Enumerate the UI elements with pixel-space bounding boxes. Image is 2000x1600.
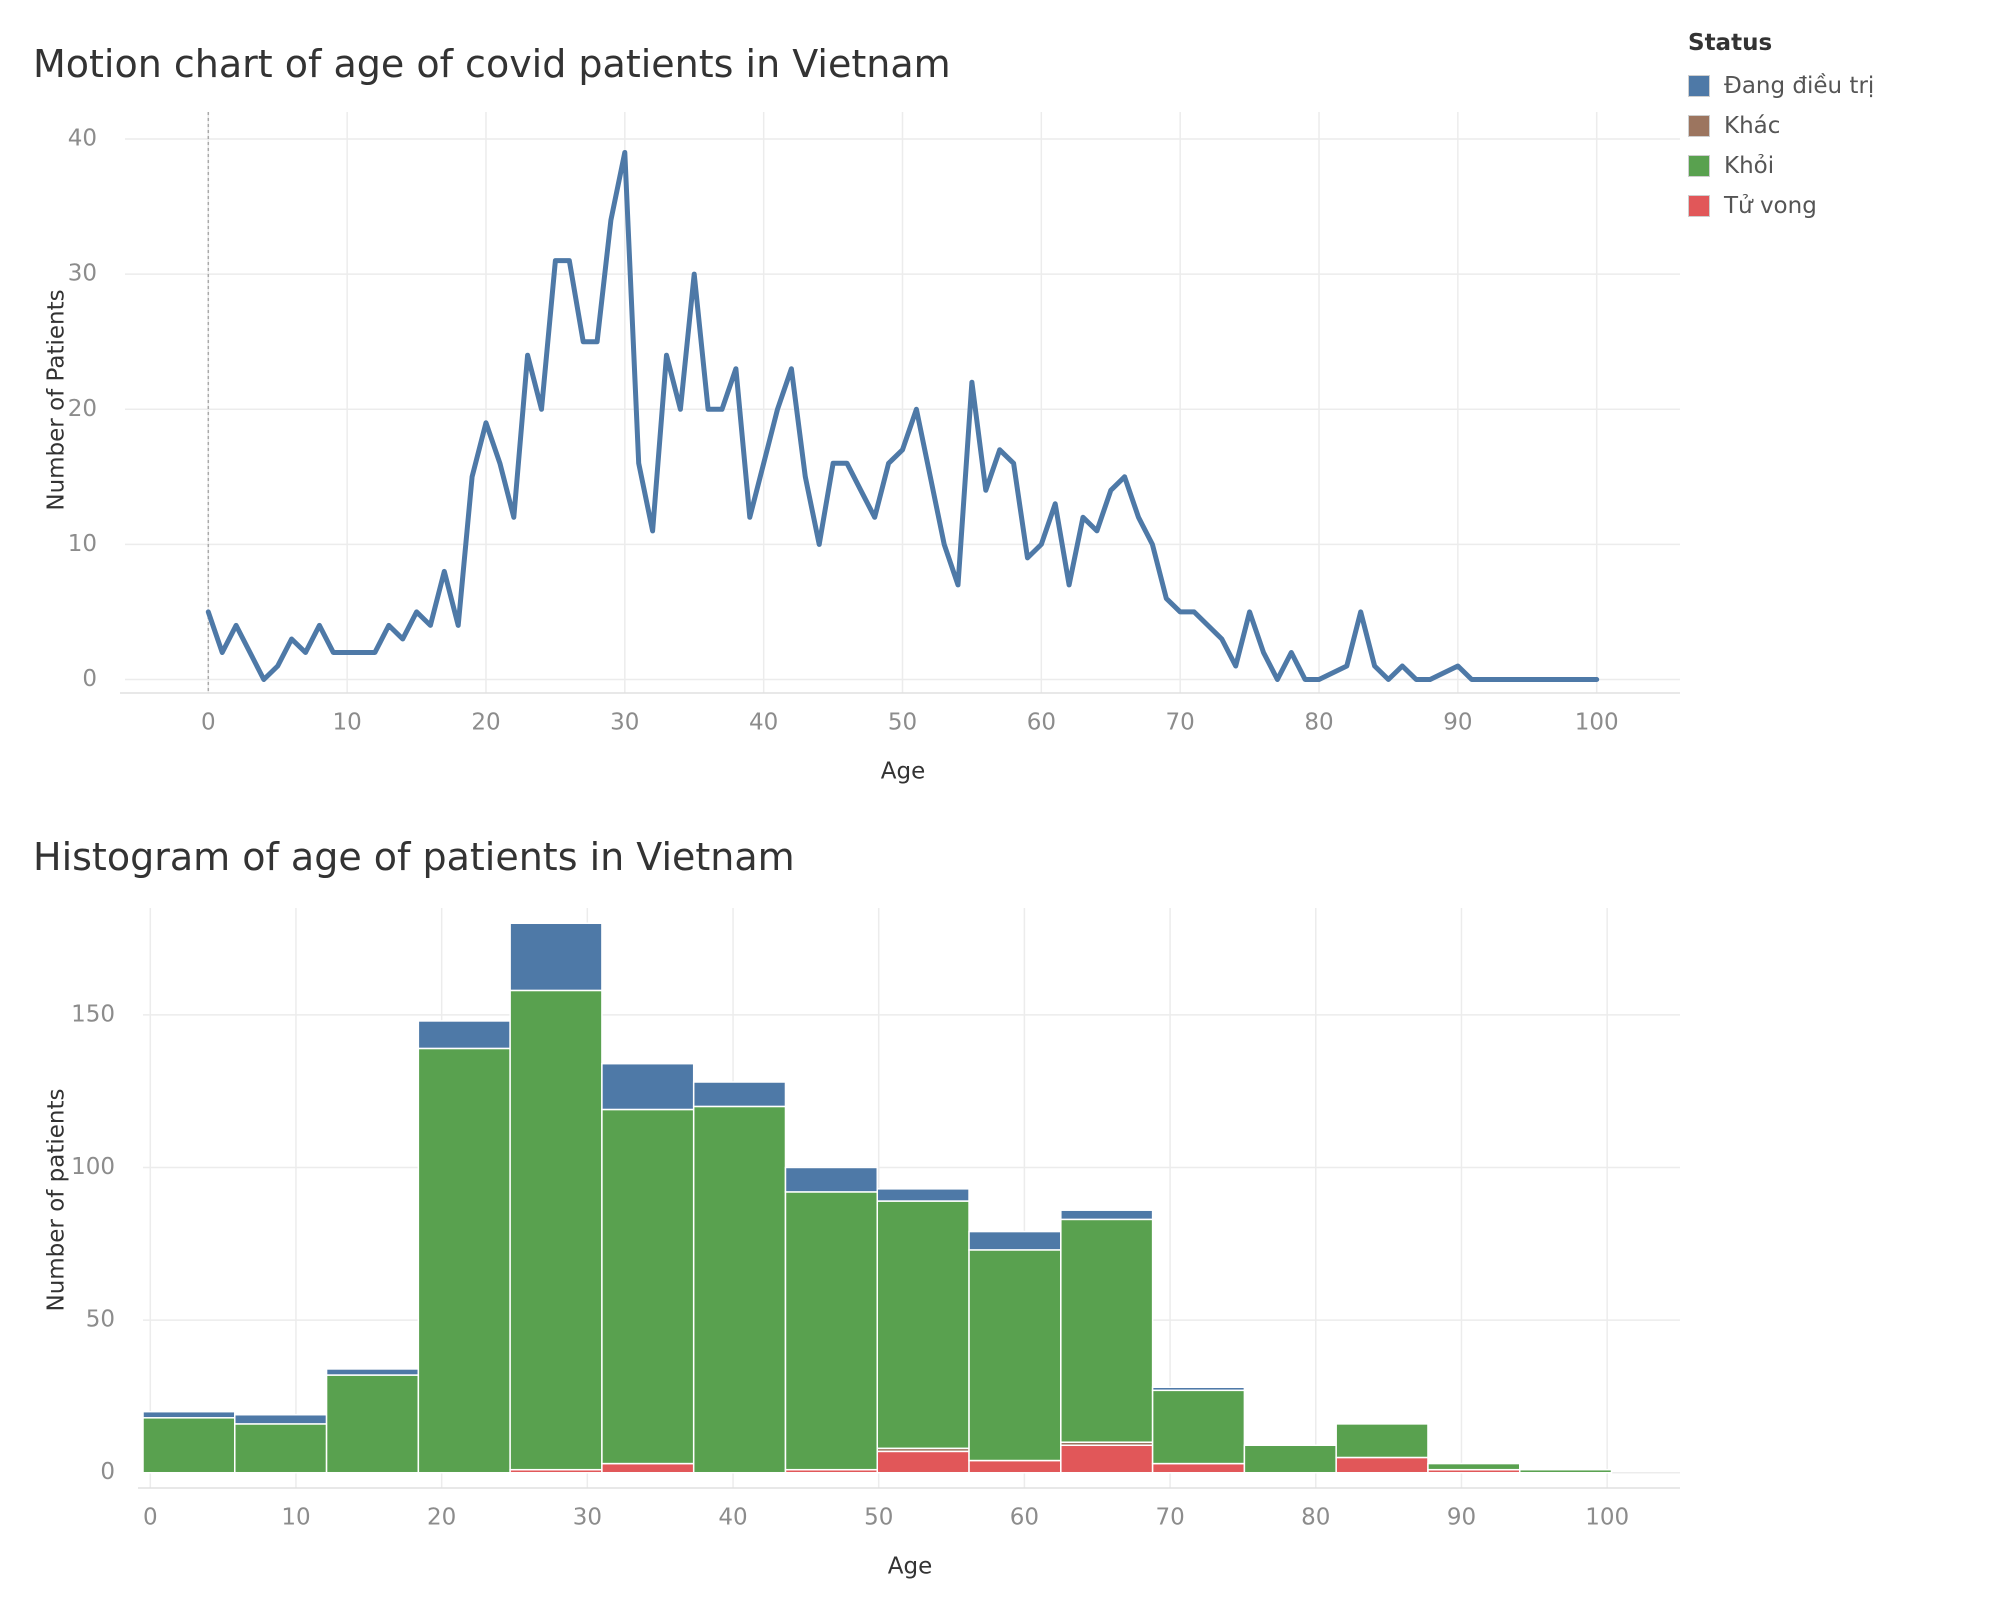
histogram-bar-segment	[325, 1374, 420, 1474]
legend-label-khoi: Khỏi	[1724, 153, 1775, 179]
histogram-bar-segment	[234, 1413, 328, 1425]
histogram-bar-segment	[601, 1108, 695, 1465]
line-chart: 0 10 20 30 40 50 60 70 80 90 100 0 10 20 30 40 Age Number…	[44, 112, 1680, 785]
histogram-bar-segment	[784, 1191, 879, 1471]
histogram-bar-segment	[417, 1047, 511, 1474]
histogram-x-tick-label: 90	[1447, 1505, 1476, 1531]
line-series-patients	[205, 150, 1600, 682]
histogram-chart: 0 10 20 30 40 50 60 70 80 90 100 0 50 100 150 Age Number…	[44, 908, 1680, 1580]
histogram-bar-segment	[784, 1166, 879, 1193]
legend-item-tu-vong[interactable]: Tử vong	[1688, 186, 1874, 226]
histogram-x-tick-label: 50	[864, 1505, 893, 1531]
line-chart-x-tick-label: 60	[1027, 710, 1056, 736]
histogram-bar-segment	[1151, 1386, 1246, 1392]
legend-swatch-khac	[1688, 115, 1710, 137]
histogram-bar-segment	[509, 922, 603, 992]
legend-label-khac: Khác	[1724, 113, 1781, 139]
histogram-bar-segment	[1060, 1444, 1154, 1474]
line-chart-x-axis-label: Age	[881, 759, 925, 785]
histogram-x-tick-label: 40	[718, 1505, 747, 1531]
legend-item-khoi[interactable]: Khỏi	[1688, 146, 1874, 186]
legend-item-dang-dieu-tri[interactable]: Đang điều trị	[1688, 66, 1874, 106]
histogram-bar-segment	[876, 1188, 970, 1202]
histogram-bar-segment	[1243, 1444, 1337, 1474]
histogram-bar-segment	[692, 1105, 787, 1474]
legend-label-tu-vong: Tử vong	[1724, 193, 1817, 219]
histogram-bar-segment	[1060, 1218, 1154, 1443]
histogram-bar-segment	[968, 1230, 1062, 1251]
line-chart-x-tick-label: 70	[1166, 710, 1195, 736]
legend-swatch-dang-dieu-tri	[1688, 75, 1710, 97]
legend-title: Status	[1688, 30, 1773, 56]
histogram-bar-segment	[601, 1062, 695, 1111]
line-chart-x-tick-label: 100	[1575, 710, 1619, 736]
histogram-bar-segment	[1060, 1209, 1154, 1221]
histogram-x-axis-label: Age	[888, 1554, 932, 1580]
histogram-bar-segment	[1151, 1389, 1246, 1465]
histogram-x-tick-label: 60	[1010, 1505, 1039, 1531]
line-chart-x-tick-label: 40	[749, 710, 778, 736]
histogram-x-tick-label: 80	[1301, 1505, 1330, 1531]
histogram-bar-segment	[325, 1368, 420, 1376]
histogram-y-tick-label: 150	[71, 1001, 115, 1027]
line-chart-x-tick-label: 30	[610, 710, 639, 736]
histogram-x-tick-label: 0	[143, 1505, 158, 1531]
histogram-x-tick-label: 10	[281, 1505, 310, 1531]
line-chart-y-tick-label: 20	[68, 396, 97, 422]
histogram-bar-segment	[509, 989, 603, 1471]
legend-swatch-tu-vong	[1688, 195, 1710, 217]
histogram-bar-segment	[968, 1459, 1062, 1474]
histogram-bar-segment	[234, 1423, 328, 1474]
line-chart-title: Motion chart of age of covid patients in…	[33, 42, 951, 86]
histogram-y-tick-label: 0	[100, 1459, 115, 1485]
histogram-bar-segment	[1518, 1468, 1613, 1474]
status-legend: Status Đang điều trị Khác Khỏi Tử vong	[1688, 30, 1874, 226]
histogram-bar-segment	[1335, 1423, 1429, 1459]
histogram-x-tick-label: 70	[1155, 1505, 1184, 1531]
histogram-bar-segment	[142, 1410, 236, 1419]
line-chart-y-tick-label: 0	[82, 666, 97, 692]
histogram-bar-segment	[1335, 1456, 1429, 1474]
line-chart-y-tick-label: 10	[68, 531, 97, 557]
line-chart-x-tick-label: 50	[888, 710, 917, 736]
histogram-x-tick-label: 100	[1585, 1505, 1629, 1531]
histogram-bar-segment	[968, 1249, 1062, 1462]
histogram-x-tick-label: 20	[427, 1505, 456, 1531]
histogram-bar-segment	[876, 1200, 970, 1450]
histogram-y-tick-label: 100	[71, 1154, 115, 1180]
histogram-bar-segment	[417, 1020, 511, 1050]
histogram-y-axis-label: Number of patients	[44, 1088, 70, 1311]
histogram-y-tick-label: 50	[86, 1307, 115, 1333]
legend-label-dang-dieu-tri: Đang điều trị	[1724, 73, 1875, 99]
line-chart-x-tick-label: 80	[1304, 710, 1333, 736]
histogram-bar-segment	[142, 1417, 236, 1474]
legend-swatch-khoi	[1688, 155, 1710, 177]
histogram-title: Histogram of age of patients in Vietnam	[33, 835, 795, 879]
line-chart-y-axis-label: Number of Patients	[44, 289, 70, 510]
histogram-bar-segment	[1427, 1462, 1521, 1471]
line-chart-x-tick-label: 20	[471, 710, 500, 736]
histogram-bar-segment	[692, 1081, 787, 1108]
histogram-bar-segment	[601, 1462, 695, 1474]
histogram-x-tick-label: 30	[573, 1505, 602, 1531]
legend-item-khac[interactable]: Khác	[1688, 106, 1874, 146]
line-chart-x-tick-label: 0	[201, 710, 216, 736]
histogram-bar-segment	[876, 1450, 970, 1474]
line-chart-x-tick-label: 90	[1443, 710, 1472, 736]
line-chart-x-tick-label: 10	[333, 710, 362, 736]
line-chart-y-tick-label: 30	[68, 261, 97, 287]
histogram-bar-segment	[1151, 1462, 1246, 1474]
line-chart-y-tick-label: 40	[68, 126, 97, 152]
